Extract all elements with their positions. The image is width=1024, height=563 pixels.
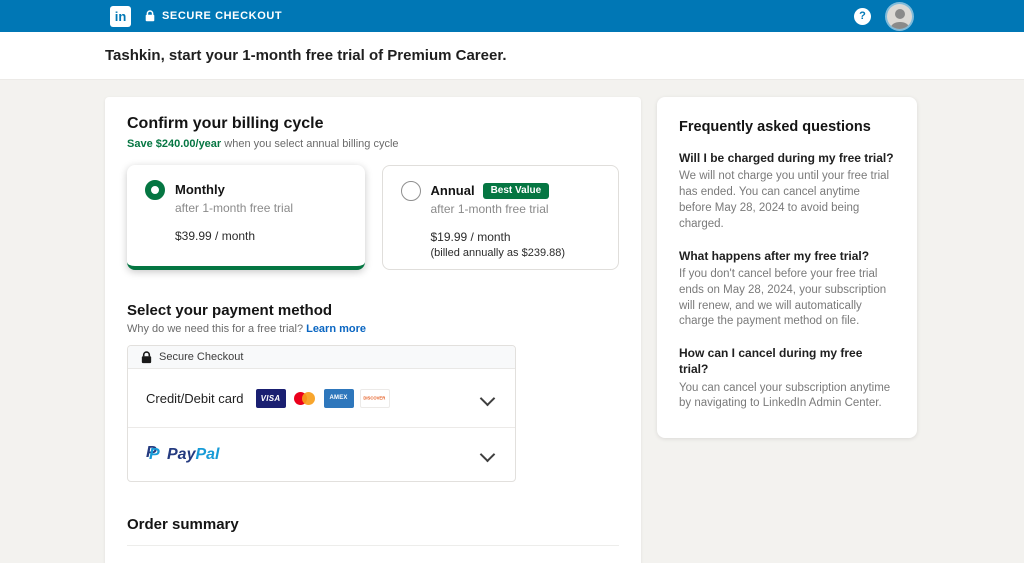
help-glyph: ?	[859, 10, 866, 22]
billing-cycle-heading: Confirm your billing cycle	[127, 115, 324, 132]
faq-question: Will I be charged during my free trial?	[679, 151, 894, 165]
savings-amount: Save $240.00/year	[127, 138, 222, 150]
avatar-shoulders	[890, 21, 909, 29]
welcome-text: Tashkin, start your 1-month free trial o…	[105, 47, 507, 64]
secure-checkout-bar: Secure Checkout	[128, 346, 515, 369]
annual-label: Annual	[430, 183, 475, 198]
annual-billed-note: (billed annually as $239.88)	[430, 247, 566, 259]
why-free-trial-line: Why do we need this for a free trial? Lea…	[127, 323, 619, 335]
faq-answer: You can cancel your subscription anytime…	[679, 381, 891, 410]
faq-item: How can I cancel during my free trial? Y…	[679, 345, 895, 412]
discover-icon: DISCOVER	[359, 388, 390, 408]
lock-icon	[141, 350, 152, 364]
linkedin-logo-text: in	[114, 8, 127, 24]
order-summary-heading: Order summary	[127, 516, 239, 533]
faq-question: How can I cancel during my free trial?	[679, 346, 863, 377]
best-value-badge: Best Value	[482, 183, 550, 199]
monthly-trial-note: after 1-month free trial	[175, 201, 294, 215]
checkout-main-card: Confirm your billing cycle Save $240.00/…	[105, 97, 641, 563]
monthly-price: $39.99 / month	[175, 229, 256, 243]
paypal-monogram-icon: P P	[146, 444, 160, 463]
radio-monthly-selected[interactable]	[145, 180, 165, 200]
secure-checkout-label: Secure Checkout	[159, 351, 244, 363]
linkedin-logo[interactable]: in	[110, 5, 131, 27]
avatar-head	[894, 8, 905, 19]
amex-icon: AMEX	[323, 388, 354, 408]
billing-option-monthly[interactable]: Monthly after 1-month free trial $39.99 …	[127, 165, 365, 270]
savings-line: Save $240.00/year when you select annual…	[127, 138, 619, 150]
faq-panel: Frequently asked questions Will I be cha…	[657, 97, 917, 439]
lock-icon	[145, 10, 155, 22]
faq-answer: If you don't cancel before your free tri…	[679, 267, 887, 328]
faq-answer: We will not charge you until your free t…	[679, 170, 890, 230]
payment-method-heading: Select your payment method	[127, 302, 333, 319]
paypal-logo: P P Pay Pal	[146, 444, 220, 463]
payment-methods-box: Secure Checkout Credit/Debit card VISA A…	[127, 345, 516, 482]
billing-options: Monthly after 1-month free trial $39.99 …	[127, 165, 619, 270]
faq-question: What happens after my free trial?	[679, 248, 870, 263]
faq-item: Will I be charged during my free trial? …	[679, 150, 895, 233]
visa-icon: VISA	[255, 388, 286, 408]
monthly-label: Monthly	[175, 182, 225, 197]
faq-heading: Frequently asked questions	[679, 119, 871, 135]
why-free-trial-text: Why do we need this for a free trial?	[127, 323, 304, 335]
card-network-icons: VISA AMEX DISCOVER	[255, 388, 390, 408]
credit-debit-label: Credit/Debit card	[146, 390, 244, 406]
help-icon[interactable]: ?	[854, 7, 871, 25]
avatar[interactable]	[887, 3, 912, 29]
learn-more-link[interactable]: Learn more	[306, 323, 367, 335]
faq-item: What happens after my free trial? If you…	[679, 248, 895, 331]
annual-trial-note: after 1-month free trial	[430, 202, 549, 216]
billing-option-annual[interactable]: Annual Best Value after 1-month free tri…	[381, 165, 619, 270]
payment-method-card[interactable]: Credit/Debit card VISA AMEX DISCOVER	[128, 369, 515, 428]
radio-annual-unselected[interactable]	[400, 181, 421, 201]
header: in SECURE CHECKOUT ?	[0, 0, 1024, 32]
secure-checkout-title: SECURE CHECKOUT	[162, 10, 283, 22]
welcome-banner: Tashkin, start your 1-month free trial o…	[0, 32, 1024, 80]
order-summary-divider	[127, 545, 619, 546]
mastercard-icon	[291, 388, 318, 408]
annual-price: $19.99 / month	[430, 230, 511, 244]
chevron-down-icon[interactable]	[482, 449, 493, 460]
savings-rest: when you select annual billing cycle	[221, 138, 399, 150]
payment-method-paypal[interactable]: P P Pay Pal	[128, 428, 515, 481]
chevron-down-icon[interactable]	[482, 393, 493, 404]
